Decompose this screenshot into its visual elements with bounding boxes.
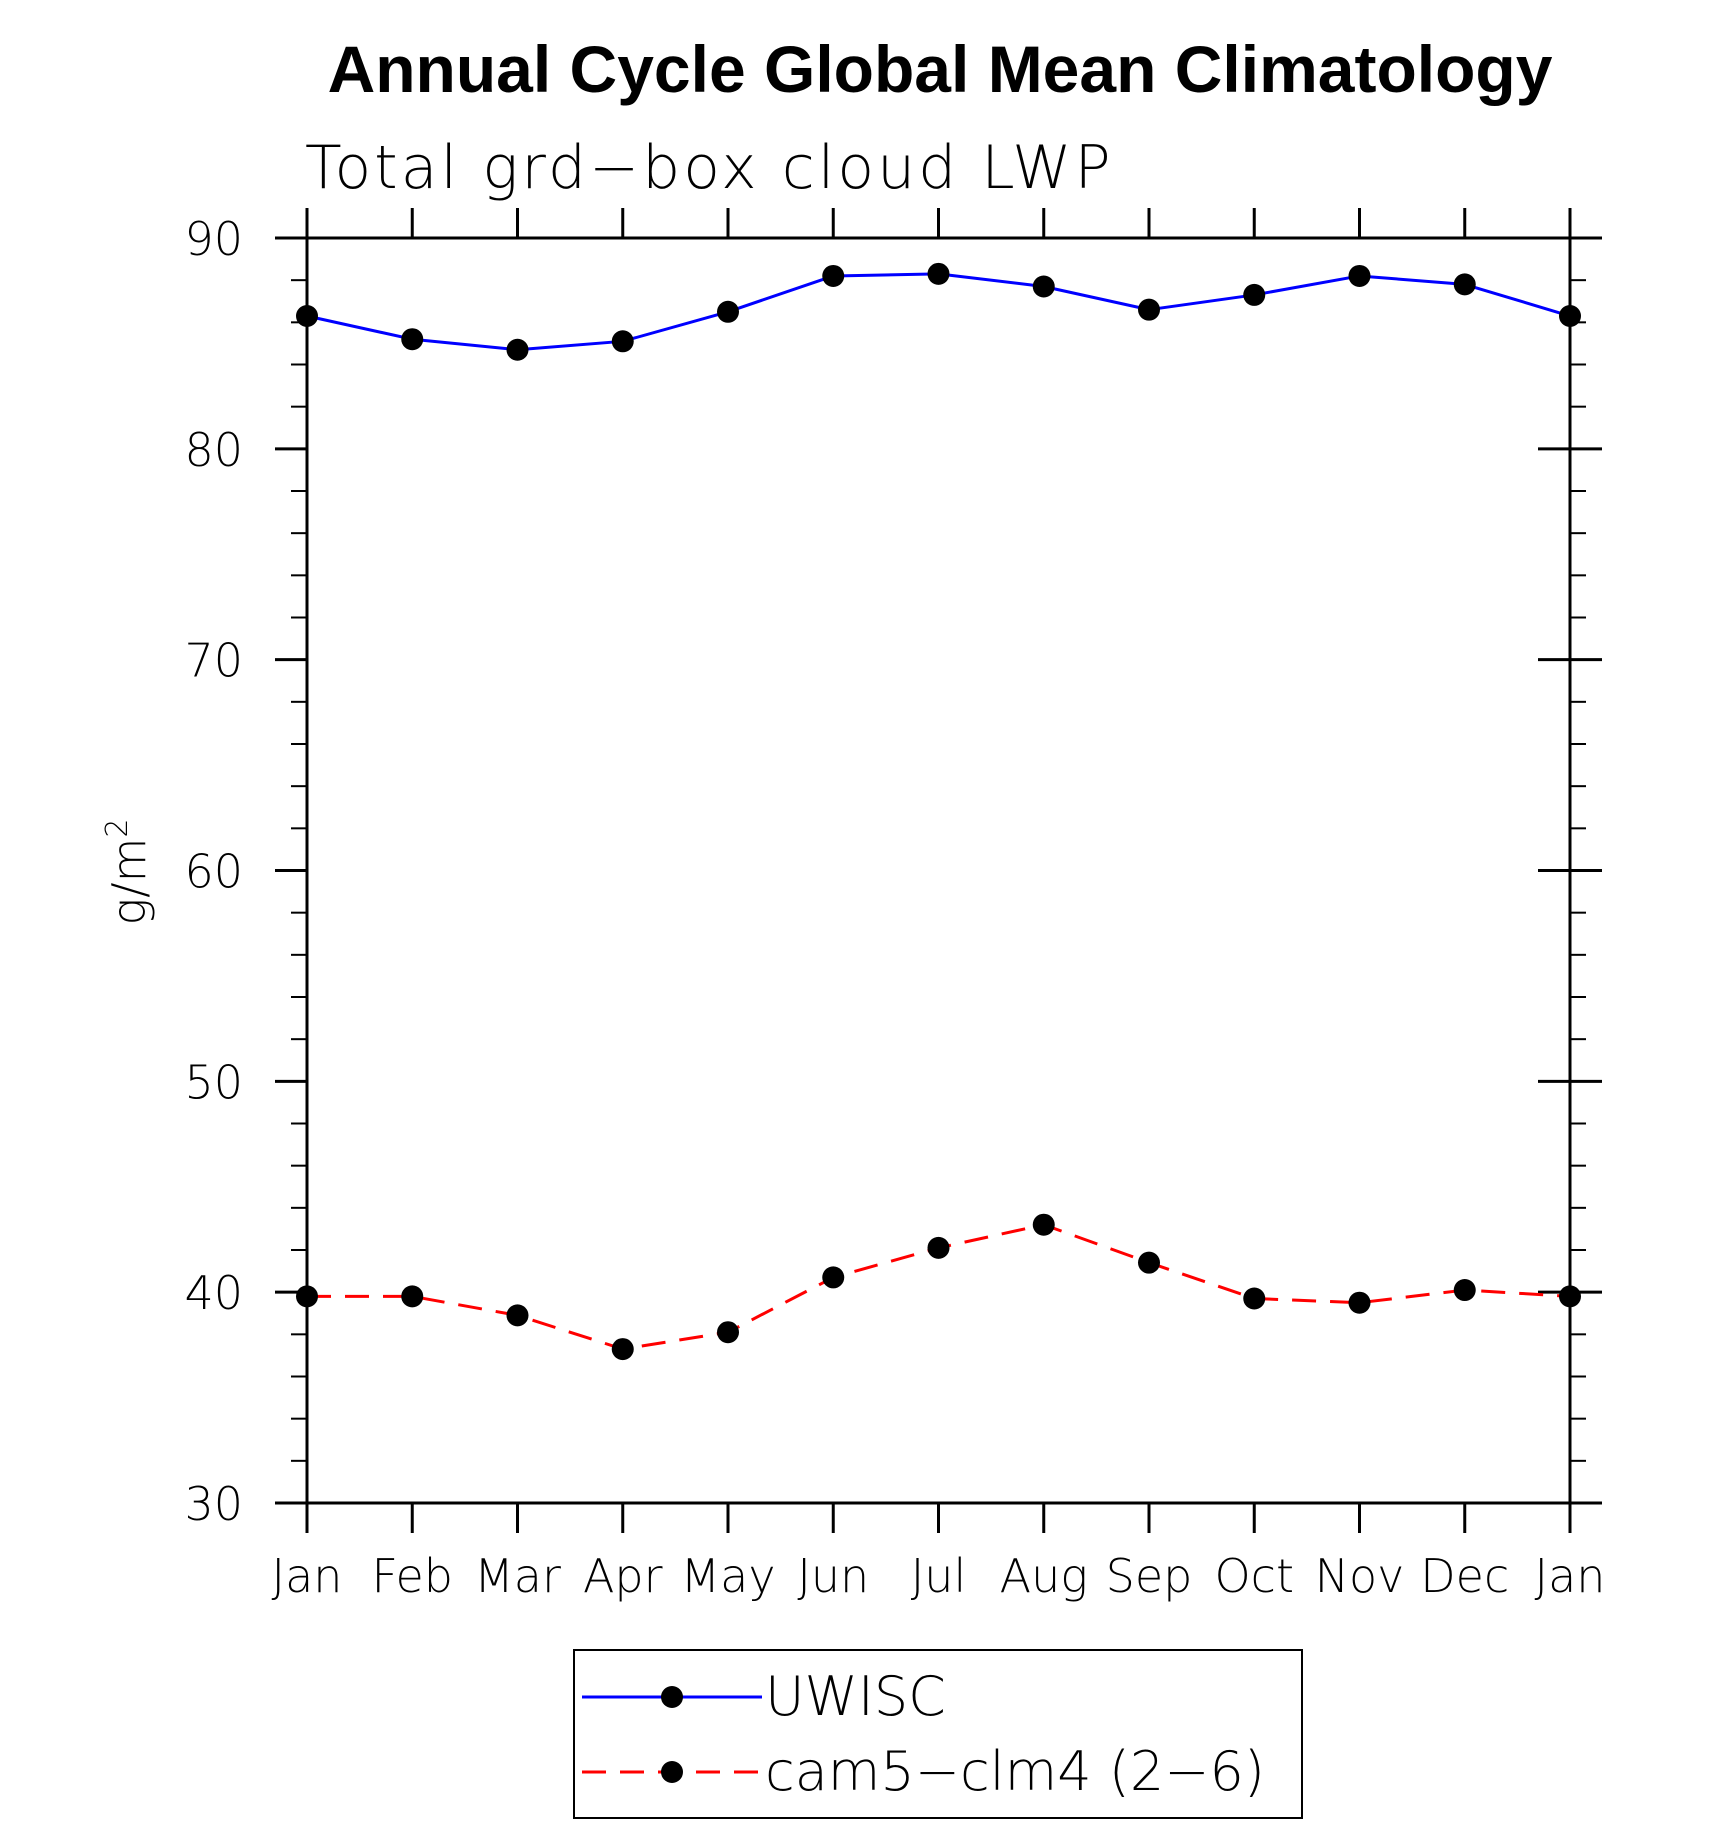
y-tick-label: 70 bbox=[184, 634, 243, 688]
y-tick-label: 50 bbox=[184, 1055, 243, 1109]
x-tick-label: Nov bbox=[1315, 1549, 1405, 1603]
y-tick-label: 60 bbox=[184, 845, 243, 899]
data-point-series-0 bbox=[611, 330, 634, 353]
data-point-series-1 bbox=[1138, 1251, 1160, 1274]
data-point-series-0 bbox=[401, 328, 424, 351]
axis-ticks bbox=[275, 208, 1602, 1533]
y-axis-label-superscript: 2 bbox=[100, 818, 135, 837]
legend-marker-series-0 bbox=[661, 1686, 683, 1708]
data-point-series-1 bbox=[1348, 1291, 1371, 1314]
data-point-series-0 bbox=[1348, 264, 1371, 287]
data-point-series-1 bbox=[1559, 1285, 1581, 1308]
x-tick-label: Oct bbox=[1214, 1549, 1294, 1603]
data-point-series-0 bbox=[822, 264, 845, 287]
data-point-series-1 bbox=[1453, 1279, 1476, 1302]
plot-frame bbox=[305, 236, 1572, 1505]
svg-text:g/m2: g/m2 bbox=[100, 818, 156, 925]
x-tick-label: Jul bbox=[911, 1549, 967, 1603]
x-tick-label: Mar bbox=[474, 1549, 561, 1603]
y-tick-label: 40 bbox=[184, 1266, 243, 1320]
data-point-series-1 bbox=[1243, 1287, 1266, 1310]
x-tick-label: Sep bbox=[1106, 1549, 1193, 1603]
data-point-series-1 bbox=[611, 1338, 634, 1361]
tick-labels: Jan Feb Mar Apr May Jun Jul Aug Sep Oct Nov Dec Jan 3… bbox=[184, 212, 1605, 1603]
x-tick-label: Jan bbox=[272, 1549, 343, 1603]
data-point-series-1 bbox=[927, 1236, 950, 1259]
x-tick-label: Apr bbox=[583, 1549, 663, 1603]
x-tick-label: Jan bbox=[1535, 1549, 1606, 1603]
x-tick-label: Feb bbox=[372, 1549, 453, 1603]
data-point-series-1 bbox=[296, 1285, 318, 1308]
x-tick-label: Dec bbox=[1420, 1549, 1509, 1603]
data-point-series-1 bbox=[717, 1321, 739, 1344]
y-tick-label: 80 bbox=[184, 423, 243, 477]
legend: UWISC cam5−clm4 (2−6) bbox=[573, 1649, 1303, 1819]
series-line-0 bbox=[306, 272, 1571, 352]
data-point-series-0 bbox=[927, 262, 950, 285]
data-point-series-1 bbox=[1032, 1213, 1055, 1236]
series-lines bbox=[306, 272, 1571, 1351]
legend-label-series-0: UWISC bbox=[765, 1665, 946, 1728]
data-point-series-0 bbox=[296, 305, 318, 328]
data-point-series-1 bbox=[506, 1304, 529, 1327]
data-point-series-0 bbox=[1243, 283, 1266, 306]
data-point-series-0 bbox=[1138, 298, 1160, 321]
legend-marker-series-1 bbox=[661, 1761, 683, 1783]
x-tick-label: Jun bbox=[797, 1549, 869, 1603]
data-point-series-0 bbox=[506, 338, 529, 361]
data-point-series-1 bbox=[822, 1266, 845, 1289]
chart-subtitle: Total grd−box cloud LWP bbox=[305, 133, 1114, 203]
y-axis-label-text: g/m bbox=[102, 838, 156, 926]
data-point-series-1 bbox=[401, 1285, 424, 1308]
data-point-series-0 bbox=[1453, 273, 1476, 296]
legend-box bbox=[573, 1649, 1303, 1819]
y-tick-label: 30 bbox=[184, 1477, 243, 1531]
y-axis-label: g/m2 bbox=[100, 818, 156, 925]
legend-label-series-1: cam5−clm4 (2−6) bbox=[765, 1740, 1265, 1803]
data-point-series-0 bbox=[1032, 275, 1055, 298]
x-tick-label: Aug bbox=[1000, 1549, 1088, 1603]
x-tick-label: May bbox=[680, 1549, 775, 1603]
data-point-series-0 bbox=[717, 300, 739, 323]
data-point-series-0 bbox=[1559, 305, 1581, 328]
series-markers bbox=[296, 262, 1581, 1361]
chart-title: Annual Cycle Global Mean Climatology bbox=[328, 32, 1553, 106]
y-tick-label: 90 bbox=[184, 212, 243, 266]
